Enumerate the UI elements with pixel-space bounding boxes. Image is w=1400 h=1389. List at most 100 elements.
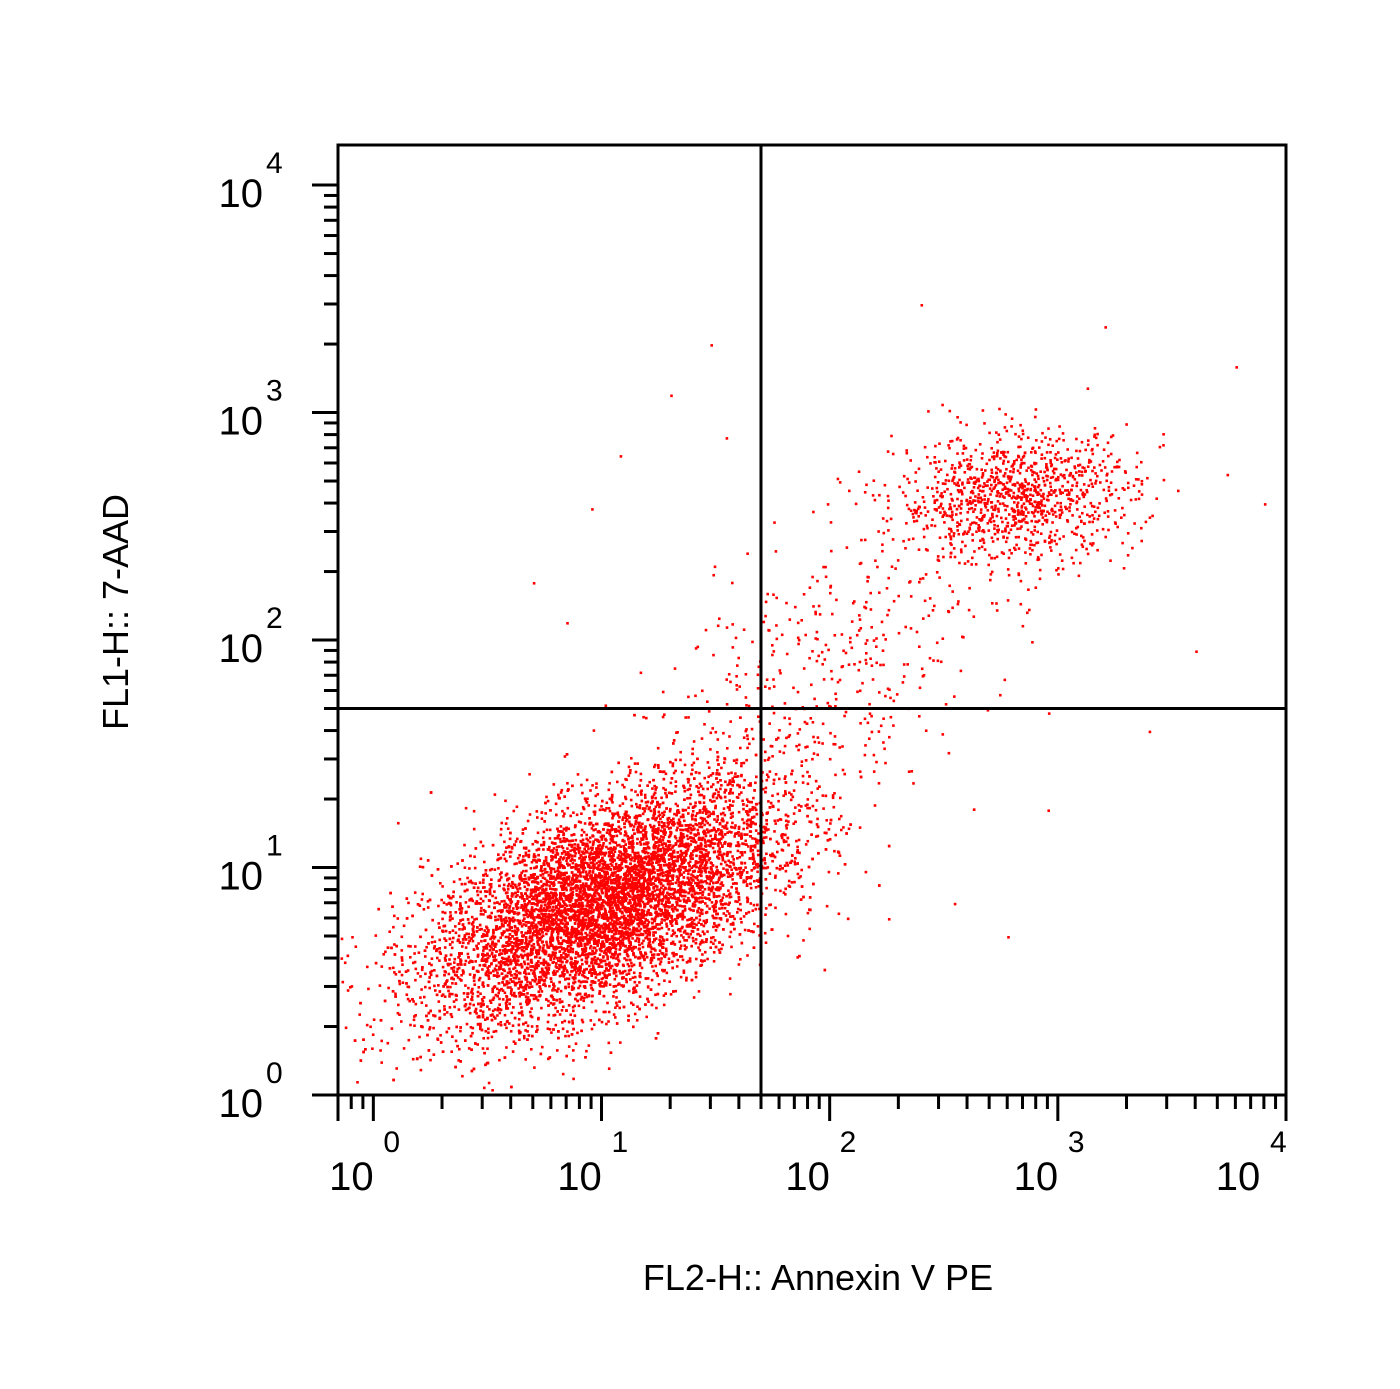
data-point: [700, 855, 704, 858]
data-point: [669, 864, 672, 867]
data-point: [543, 877, 547, 880]
data-point: [647, 920, 651, 924]
data-point: [701, 866, 705, 870]
data-point: [489, 937, 492, 941]
data-point: [710, 877, 713, 881]
data-point: [508, 1022, 511, 1025]
data-point: [604, 948, 608, 951]
data-point: [508, 905, 512, 908]
data-point: [480, 939, 483, 943]
data-point: [496, 987, 499, 991]
data-point: [518, 1038, 521, 1041]
data-point: [536, 940, 539, 944]
data-point: [698, 825, 701, 829]
data-point: [634, 822, 637, 826]
data-point: [602, 942, 606, 946]
data-point: [646, 927, 649, 930]
data-point: [500, 900, 503, 903]
data-point: [687, 959, 690, 963]
data-point: [520, 946, 524, 949]
data-point: [533, 897, 536, 901]
data-point: [555, 921, 558, 924]
data-point: [452, 966, 456, 969]
data-point: [549, 955, 553, 959]
data-point: [585, 778, 589, 782]
data-point: [658, 805, 661, 809]
data-point: [665, 914, 668, 918]
data-point: [757, 839, 760, 842]
data-point: [617, 937, 621, 941]
data-point: [618, 843, 621, 847]
data-point: [662, 813, 666, 817]
data-point: [530, 902, 533, 906]
data-point: [644, 796, 647, 799]
data-point: [681, 915, 685, 919]
data-point: [664, 870, 668, 874]
data-point: [768, 770, 772, 773]
data-point: [685, 979, 688, 982]
data-point: [633, 859, 636, 863]
data-point: [553, 870, 557, 873]
data-point: [712, 942, 715, 945]
data-point: [701, 817, 704, 820]
data-point: [423, 995, 426, 999]
data-point: [729, 850, 732, 854]
data-point: [482, 985, 485, 988]
data-point: [528, 895, 531, 899]
data-point: [660, 935, 664, 939]
data-point: [593, 813, 597, 816]
data-point: [611, 923, 614, 927]
data-point: [731, 878, 734, 881]
data-point: [576, 773, 580, 776]
data-point: [627, 841, 631, 844]
data-point: [567, 985, 571, 989]
data-point: [544, 888, 548, 892]
data-point: [557, 845, 560, 848]
data-point: [658, 888, 662, 891]
data-point: [505, 998, 509, 1001]
data-point: [551, 996, 554, 999]
data-point: [571, 1019, 574, 1022]
data-point: [522, 913, 526, 917]
data-point: [660, 857, 663, 860]
data-point: [540, 891, 543, 895]
data-point: [609, 938, 612, 941]
data-point: [433, 969, 436, 972]
data-point: [566, 970, 569, 974]
data-point: [663, 911, 667, 915]
data-point: [471, 992, 475, 995]
data-point: [484, 960, 488, 963]
data-point: [493, 890, 496, 893]
data-point: [646, 892, 650, 896]
data-point: [546, 871, 549, 874]
data-point: [761, 787, 765, 791]
data-point: [714, 902, 717, 906]
data-point: [727, 859, 730, 863]
data-point: [570, 883, 573, 886]
data-point: [738, 785, 741, 789]
data-point: [771, 852, 774, 856]
data-point: [394, 973, 398, 976]
data-point: [580, 933, 584, 936]
data-point: [493, 967, 497, 970]
data-point: [687, 861, 690, 865]
data-point: [524, 936, 528, 939]
data-point: [529, 873, 533, 877]
data-point: [704, 861, 708, 865]
data-point: [525, 1000, 528, 1004]
data-point: [464, 901, 468, 904]
data-point: [614, 970, 618, 974]
data-point: [515, 941, 518, 945]
data-point: [631, 976, 635, 979]
data-point: [560, 877, 564, 880]
data-point: [644, 825, 647, 828]
data-point: [608, 961, 611, 965]
data-point: [595, 940, 598, 943]
data-point: [468, 973, 472, 976]
data-point: [787, 879, 791, 883]
data-point: [682, 835, 686, 839]
data-point: [711, 794, 715, 798]
data-point: [505, 959, 509, 963]
data-point: [437, 904, 440, 908]
data-point: [546, 1027, 550, 1030]
